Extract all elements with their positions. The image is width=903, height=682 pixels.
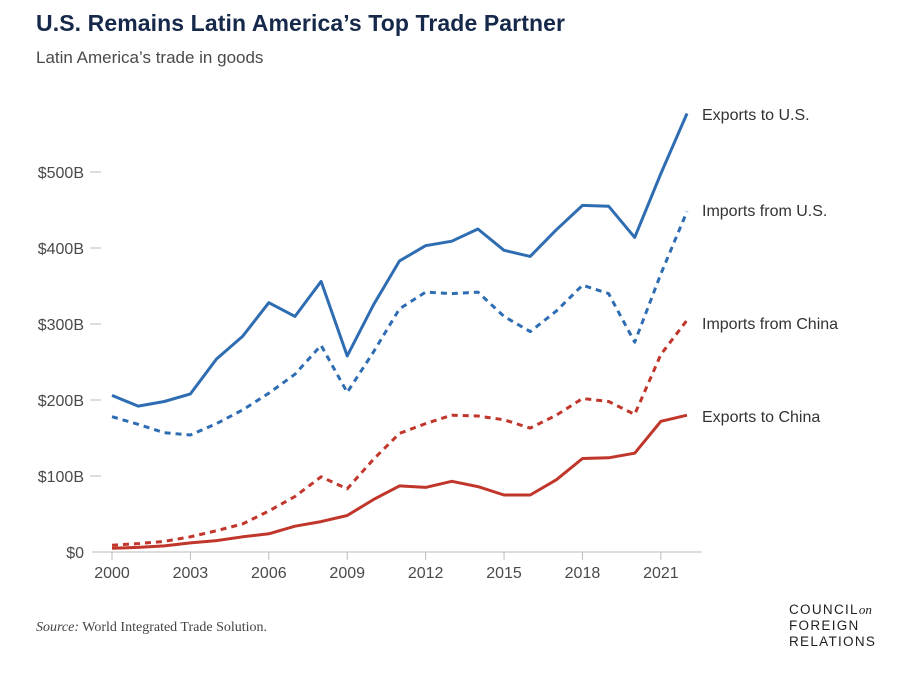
y-tick-label: $300B <box>38 317 84 334</box>
x-tick-label: 2015 <box>486 565 522 582</box>
source-note: Source: World Integrated Trade Solution. <box>36 620 267 636</box>
chart-title: U.S. Remains Latin America’s Top Trade P… <box>36 10 566 36</box>
series-label-exports-to-china: Exports to China <box>702 409 820 426</box>
x-tick-label: 2009 <box>329 565 365 582</box>
series-label-imports-from-china: Imports from China <box>702 316 838 333</box>
y-tick-label: $400B <box>38 241 84 258</box>
chart-series <box>111 112 689 550</box>
x-tick-label: 2003 <box>173 565 209 582</box>
logo-line-3: RELATIONS <box>789 634 877 649</box>
cfr-logo: COUNCILon FOREIGN RELATIONS <box>789 602 876 650</box>
source-label: Source: <box>36 620 80 635</box>
chart-subtitle: Latin America’s trade in goods <box>36 48 264 67</box>
series-label-imports-from-u-s: Imports from U.S. <box>702 203 827 220</box>
series-labels: Exports to U.S. Imports from U.S. Imports … <box>702 107 838 426</box>
x-tick-label: 2006 <box>251 565 287 582</box>
x-tick-label: 2021 <box>643 565 679 582</box>
source-text: World Integrated Trade Solution. <box>82 620 268 635</box>
series-label-exports-to-u-s: Exports to U.S. <box>702 107 810 124</box>
y-tick-label: $200B <box>38 393 84 410</box>
chart-axes: $0 $100B $200B $300B $400B $500B 2000 2003 2006 2… <box>38 165 702 582</box>
x-tick-label: 2012 <box>408 565 444 582</box>
x-tick-label: 2000 <box>94 565 130 582</box>
logo-line-1: COUNCIL <box>789 602 859 617</box>
series-line-imports-from-china <box>111 319 689 547</box>
y-tick-label: $0 <box>66 545 84 562</box>
y-tick-label: $100B <box>38 469 84 486</box>
x-tick-label: 2018 <box>565 565 601 582</box>
y-tick-label: $500B <box>38 165 84 182</box>
series-line-exports-to-china <box>111 413 688 550</box>
logo-on: on <box>858 602 872 617</box>
series-line-exports-to-u-s <box>111 112 689 408</box>
logo-line-2: FOREIGN <box>789 618 860 633</box>
series-line-imports-from-u-s <box>111 210 689 437</box>
